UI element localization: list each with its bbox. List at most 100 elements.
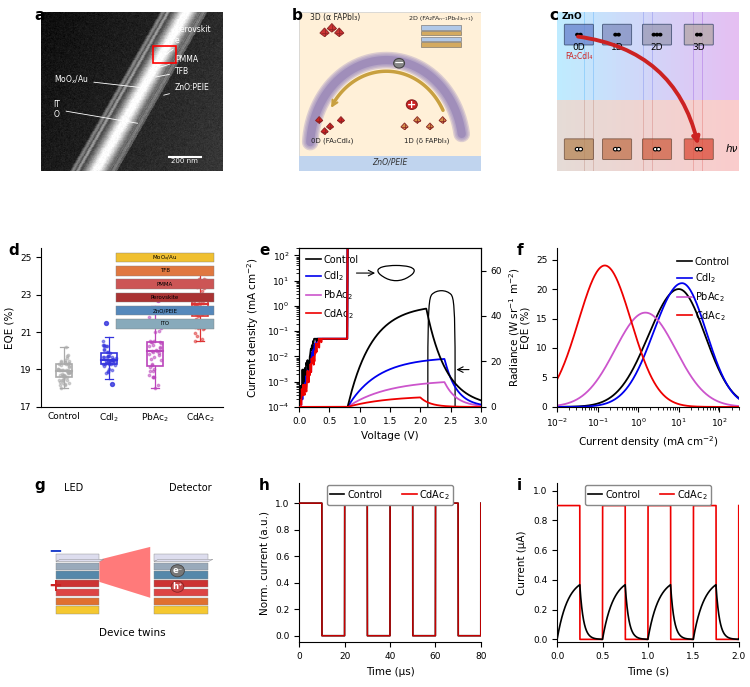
Point xyxy=(154,337,166,348)
Text: ZnO: ZnO xyxy=(561,12,582,21)
Point xyxy=(200,291,212,302)
Bar xyxy=(698,12,703,100)
Point xyxy=(63,362,75,373)
Circle shape xyxy=(575,33,580,36)
Text: f: f xyxy=(518,243,524,258)
Text: FA₂CdI₄: FA₂CdI₄ xyxy=(566,52,592,60)
Point xyxy=(104,356,116,367)
Text: 200 nm: 200 nm xyxy=(172,159,198,164)
Point xyxy=(98,352,109,363)
X-axis label: Time (s): Time (s) xyxy=(627,666,669,677)
FancyBboxPatch shape xyxy=(684,139,713,159)
Point xyxy=(104,348,116,359)
Bar xyxy=(562,12,566,100)
Bar xyxy=(680,100,685,172)
Bar xyxy=(602,12,608,100)
Point xyxy=(146,337,158,348)
Point xyxy=(56,374,68,385)
Text: e⁻: e⁻ xyxy=(172,566,182,575)
Bar xyxy=(725,12,730,100)
Bar xyxy=(101,353,117,363)
FancyBboxPatch shape xyxy=(564,139,593,159)
Point xyxy=(143,365,155,376)
Legend: Control, CdI$_2$, PbAc$_2$, CdAc$_2$: Control, CdI$_2$, PbAc$_2$, CdAc$_2$ xyxy=(304,253,361,322)
Point xyxy=(198,274,210,285)
Point xyxy=(101,352,113,363)
Polygon shape xyxy=(56,572,99,578)
Point xyxy=(59,379,71,390)
Point xyxy=(56,365,68,376)
X-axis label: Time (µs): Time (µs) xyxy=(366,666,414,677)
Bar xyxy=(571,100,575,172)
Text: LED: LED xyxy=(64,483,83,493)
Point xyxy=(147,347,159,358)
Circle shape xyxy=(406,100,417,109)
Text: MoO$_x$/Au: MoO$_x$/Au xyxy=(54,74,142,88)
Bar xyxy=(666,100,670,172)
Point xyxy=(62,367,74,378)
Text: 0D (FA₂CdI₄): 0D (FA₂CdI₄) xyxy=(310,137,353,144)
Bar xyxy=(657,100,662,172)
Polygon shape xyxy=(99,547,150,598)
Point xyxy=(147,372,159,383)
Point xyxy=(192,295,204,306)
Y-axis label: Norm. current (a.u.): Norm. current (a.u.) xyxy=(260,511,269,615)
Point xyxy=(53,374,64,385)
Point xyxy=(192,291,204,302)
Point xyxy=(108,355,120,366)
Point xyxy=(192,323,204,334)
Point xyxy=(56,370,68,381)
Circle shape xyxy=(578,148,583,151)
Circle shape xyxy=(695,148,699,151)
Point xyxy=(53,370,65,381)
Y-axis label: Radiance (W sr$^{-1}$ m$^{-2}$): Radiance (W sr$^{-1}$ m$^{-2}$) xyxy=(508,268,523,387)
Bar xyxy=(598,12,603,100)
Point xyxy=(58,370,70,381)
Polygon shape xyxy=(56,559,104,562)
Point xyxy=(190,313,202,324)
Point xyxy=(142,341,154,352)
Polygon shape xyxy=(56,580,99,587)
FancyBboxPatch shape xyxy=(643,24,671,45)
Point xyxy=(198,323,210,334)
Point xyxy=(154,354,166,365)
Point xyxy=(57,365,69,376)
Point xyxy=(57,378,69,389)
Point xyxy=(189,336,201,347)
Bar xyxy=(666,12,670,100)
Point xyxy=(189,298,201,309)
Text: perovskit
e: perovskit e xyxy=(166,25,211,54)
Bar xyxy=(644,12,648,100)
Point xyxy=(197,298,209,309)
Polygon shape xyxy=(56,563,99,570)
Text: Device twins: Device twins xyxy=(99,628,166,638)
Point xyxy=(198,291,210,302)
Point xyxy=(101,340,113,351)
Bar xyxy=(721,12,725,100)
Point xyxy=(53,363,64,374)
Text: 3D: 3D xyxy=(692,43,705,52)
Point xyxy=(62,350,74,361)
Polygon shape xyxy=(56,589,99,596)
Polygon shape xyxy=(154,598,209,605)
Point xyxy=(104,363,116,374)
Bar xyxy=(675,100,680,172)
Bar xyxy=(557,12,562,100)
Point xyxy=(98,345,110,356)
Point xyxy=(198,283,210,294)
Bar xyxy=(716,100,721,172)
X-axis label: Voltage (V): Voltage (V) xyxy=(362,431,419,441)
Bar xyxy=(657,12,662,100)
Point xyxy=(61,341,73,352)
Point xyxy=(98,344,110,354)
Point xyxy=(192,311,204,322)
Bar xyxy=(634,100,639,172)
Point xyxy=(143,311,155,322)
Point xyxy=(194,304,206,315)
Polygon shape xyxy=(338,117,344,124)
Point xyxy=(190,298,202,309)
Bar xyxy=(566,12,571,100)
Bar xyxy=(580,100,584,172)
Bar xyxy=(616,100,621,172)
Text: 1D: 1D xyxy=(610,43,623,52)
